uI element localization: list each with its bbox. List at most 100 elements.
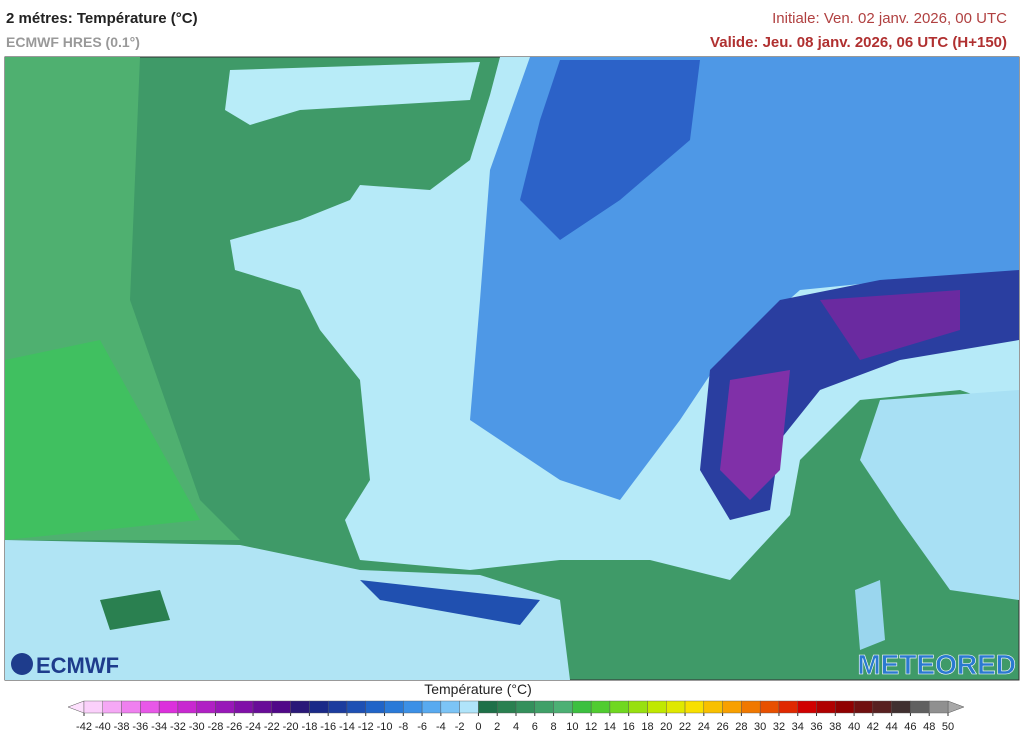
- colorbar-tick-label: -16: [320, 721, 336, 733]
- logo-text: METEORED: [857, 649, 1016, 680]
- colorbar-tick-label: -22: [264, 721, 280, 733]
- colorbar-tick-label: -24: [245, 721, 261, 733]
- colorbar-tick-label: -26: [226, 721, 242, 733]
- colorbar-swatch: [647, 700, 667, 714]
- colorbar-tick-label: -2: [455, 721, 465, 733]
- colorbar-tick-label: 2: [494, 721, 500, 733]
- colorbar-tick-label: -28: [208, 721, 224, 733]
- colorbar-tick-label: 30: [754, 721, 766, 733]
- colorbar-swatch: [403, 700, 423, 714]
- colorbar-swatch: [534, 700, 554, 714]
- colorbar-swatch: [497, 700, 517, 714]
- colorbar-swatch: [252, 700, 273, 714]
- land-italy: [860, 390, 1019, 600]
- colorbar-swatch: [121, 700, 141, 714]
- colorbar-swatch: [929, 700, 949, 714]
- colorbar-tick-label: -10: [377, 721, 393, 733]
- colorbar-swatch: [384, 700, 404, 714]
- colorbar-swatch: [459, 700, 479, 714]
- colorbar-swatch: [271, 700, 291, 714]
- logo-text: ECMWF: [36, 653, 119, 678]
- colorbar-swatch: [722, 700, 742, 714]
- colorbar-tick-label: 14: [604, 721, 616, 733]
- land-meseta: [100, 590, 170, 630]
- colorbar-tick-label: 16: [623, 721, 635, 733]
- colorbar-swatch: [703, 700, 723, 714]
- colorbar-swatch: [290, 700, 310, 714]
- colorbar-tick-label: 10: [566, 721, 578, 733]
- colorbar-swatch: [590, 700, 611, 714]
- colorbar-swatch: [666, 700, 686, 714]
- colorbar-tick-label: -6: [417, 721, 427, 733]
- colorbar-tick-label: 32: [773, 721, 785, 733]
- colorbar-swatch: [628, 700, 648, 714]
- colorbar-swatch: [421, 700, 442, 714]
- colorbar-swatch: [741, 700, 761, 714]
- colorbar-tick-label: -14: [339, 721, 355, 733]
- map: [4, 56, 1020, 681]
- colorbar-tick-label: 12: [585, 721, 597, 733]
- colorbar-tick-label: 18: [641, 721, 653, 733]
- sea-warm: [5, 340, 200, 540]
- alps-peaks-east: [820, 290, 960, 360]
- logo-icon: [11, 653, 33, 675]
- colorbar-tick-label: -12: [358, 721, 374, 733]
- colorbar-swatch: [872, 700, 892, 714]
- pyrenees: [360, 580, 540, 625]
- colorbar-swatch: [910, 700, 930, 714]
- colorbar-swatch: [196, 700, 216, 714]
- colorbar-swatch: [177, 700, 197, 714]
- colorbar-tick-label: -8: [398, 721, 408, 733]
- colorbar-swatch: [835, 700, 855, 714]
- colorbar-swatch: [853, 700, 874, 714]
- colorbar-tick-label: -42: [76, 721, 92, 733]
- colorbar-swatch: [816, 700, 836, 714]
- colorbar-swatch: [102, 700, 122, 714]
- colorbar-swatch: [158, 700, 179, 714]
- colorbar-tick-label: -32: [170, 721, 186, 733]
- colorbar-swatch: [478, 700, 498, 714]
- colorbar-tick-label: -20: [283, 721, 299, 733]
- colorbar-tick-label: 4: [513, 721, 519, 733]
- colorbar-swatch: [365, 700, 385, 714]
- colorbar-swatch: [572, 700, 592, 714]
- colorbar-tick-label: 28: [735, 721, 747, 733]
- colorbar-tick-label: 20: [660, 721, 672, 733]
- colorbar-tick-label: 34: [792, 721, 804, 733]
- colorbar-tick-label: 42: [867, 721, 879, 733]
- colorbar-swatch: [553, 700, 573, 714]
- colorbar: -42 -40 -38 -36 -34 -32 -30 -28 -26 -24 -22 -20 -18-…: [67, 700, 965, 733]
- colorbar-tick-label: -34: [151, 721, 167, 733]
- colorbar-tick-label: -4: [436, 721, 446, 733]
- colorbar-swatch: [346, 700, 366, 714]
- colorbar-over: [947, 700, 965, 714]
- colorbar-swatch: [327, 700, 348, 714]
- alps-peaks: [720, 370, 790, 500]
- colorbar-tick-label: 50: [942, 721, 954, 733]
- land-uk: [225, 62, 480, 125]
- colorbar-tick-label: 0: [475, 721, 481, 733]
- colorbar-tick-label: 48: [923, 721, 935, 733]
- colorbar-tick-label: -18: [301, 721, 317, 733]
- colorbar-tick-label: 46: [904, 721, 916, 733]
- colorbar-tick-label: 44: [886, 721, 898, 733]
- colorbar-tick-label: 40: [848, 721, 860, 733]
- colorbar-swatch: [140, 700, 160, 714]
- colorbar-tick-label: 24: [698, 721, 710, 733]
- colorbar-tick-label: 22: [679, 721, 691, 733]
- logo-right: METEORED: [857, 649, 1016, 681]
- colorbar-tick-label: -38: [114, 721, 130, 733]
- colorbar-swatch: [515, 700, 535, 714]
- colorbar-swatch: [759, 700, 780, 714]
- colorbar-tick-label: 8: [551, 721, 557, 733]
- logo-left: ECMWF: [11, 653, 119, 678]
- colorbar-swatch: [684, 700, 705, 714]
- colorbar-swatch: [83, 700, 103, 714]
- colorbar-swatch: [215, 700, 235, 714]
- colorbar-swatch: [234, 700, 254, 714]
- colorbar-under: [67, 700, 85, 714]
- colorbar-tick-label: -40: [95, 721, 111, 733]
- colorbar-swatch: [891, 700, 911, 714]
- title: 2 métres: Température (°C): [6, 10, 198, 27]
